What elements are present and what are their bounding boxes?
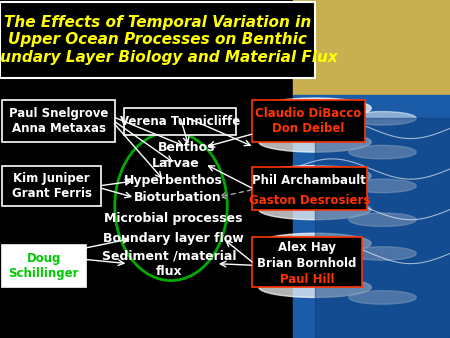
Text: Benthos: Benthos	[158, 141, 216, 153]
Text: Phil Archambault: Phil Archambault	[252, 174, 366, 187]
Text: Larvae: Larvae	[152, 158, 199, 170]
Bar	[292, 0, 450, 95]
FancyBboxPatch shape	[2, 166, 101, 206]
Ellipse shape	[259, 98, 371, 118]
Ellipse shape	[259, 166, 371, 186]
Text: Brian Bornhold: Brian Bornhold	[257, 257, 357, 270]
Ellipse shape	[349, 213, 416, 226]
Ellipse shape	[259, 277, 371, 297]
Text: Gaston Desrosiers: Gaston Desrosiers	[249, 194, 370, 207]
Text: Verena Tunnicliffe: Verena Tunnicliffe	[120, 115, 240, 128]
Text: Boundary layer flow: Boundary layer flow	[103, 232, 243, 245]
Ellipse shape	[349, 145, 416, 159]
FancyBboxPatch shape	[2, 245, 86, 287]
FancyBboxPatch shape	[252, 167, 367, 210]
Text: Paul Snelgrove
Anna Metaxas: Paul Snelgrove Anna Metaxas	[9, 107, 108, 135]
Ellipse shape	[259, 132, 371, 152]
Text: Alex Hay: Alex Hay	[278, 241, 336, 254]
Text: Kim Juniper
Grant Ferris: Kim Juniper Grant Ferris	[12, 172, 92, 200]
Bar	[292, 95, 450, 338]
Bar	[315, 118, 450, 338]
Text: The Effects of Temporal Variation in
Upper Ocean Processes on Benthic
Boundary L: The Effects of Temporal Variation in Upp…	[0, 15, 338, 65]
Ellipse shape	[349, 179, 416, 193]
FancyBboxPatch shape	[252, 100, 364, 142]
Text: Microbial processes: Microbial processes	[104, 212, 243, 224]
FancyBboxPatch shape	[0, 2, 315, 78]
Ellipse shape	[349, 247, 416, 260]
FancyBboxPatch shape	[124, 108, 236, 135]
FancyBboxPatch shape	[252, 237, 362, 287]
Text: Doug
Schillinger: Doug Schillinger	[9, 252, 79, 280]
Text: Hyperbenthos: Hyperbenthos	[124, 174, 223, 187]
Ellipse shape	[259, 233, 371, 254]
Text: Bioturbation: Bioturbation	[134, 191, 221, 204]
FancyBboxPatch shape	[2, 100, 115, 142]
Ellipse shape	[259, 199, 371, 220]
Text: Paul Hill: Paul Hill	[280, 273, 334, 286]
Text: Claudio DiBacco
Don Deibel: Claudio DiBacco Don Deibel	[255, 107, 361, 135]
Ellipse shape	[349, 291, 416, 304]
Ellipse shape	[349, 112, 416, 125]
Text: Sediment /material
flux: Sediment /material flux	[102, 250, 236, 277]
